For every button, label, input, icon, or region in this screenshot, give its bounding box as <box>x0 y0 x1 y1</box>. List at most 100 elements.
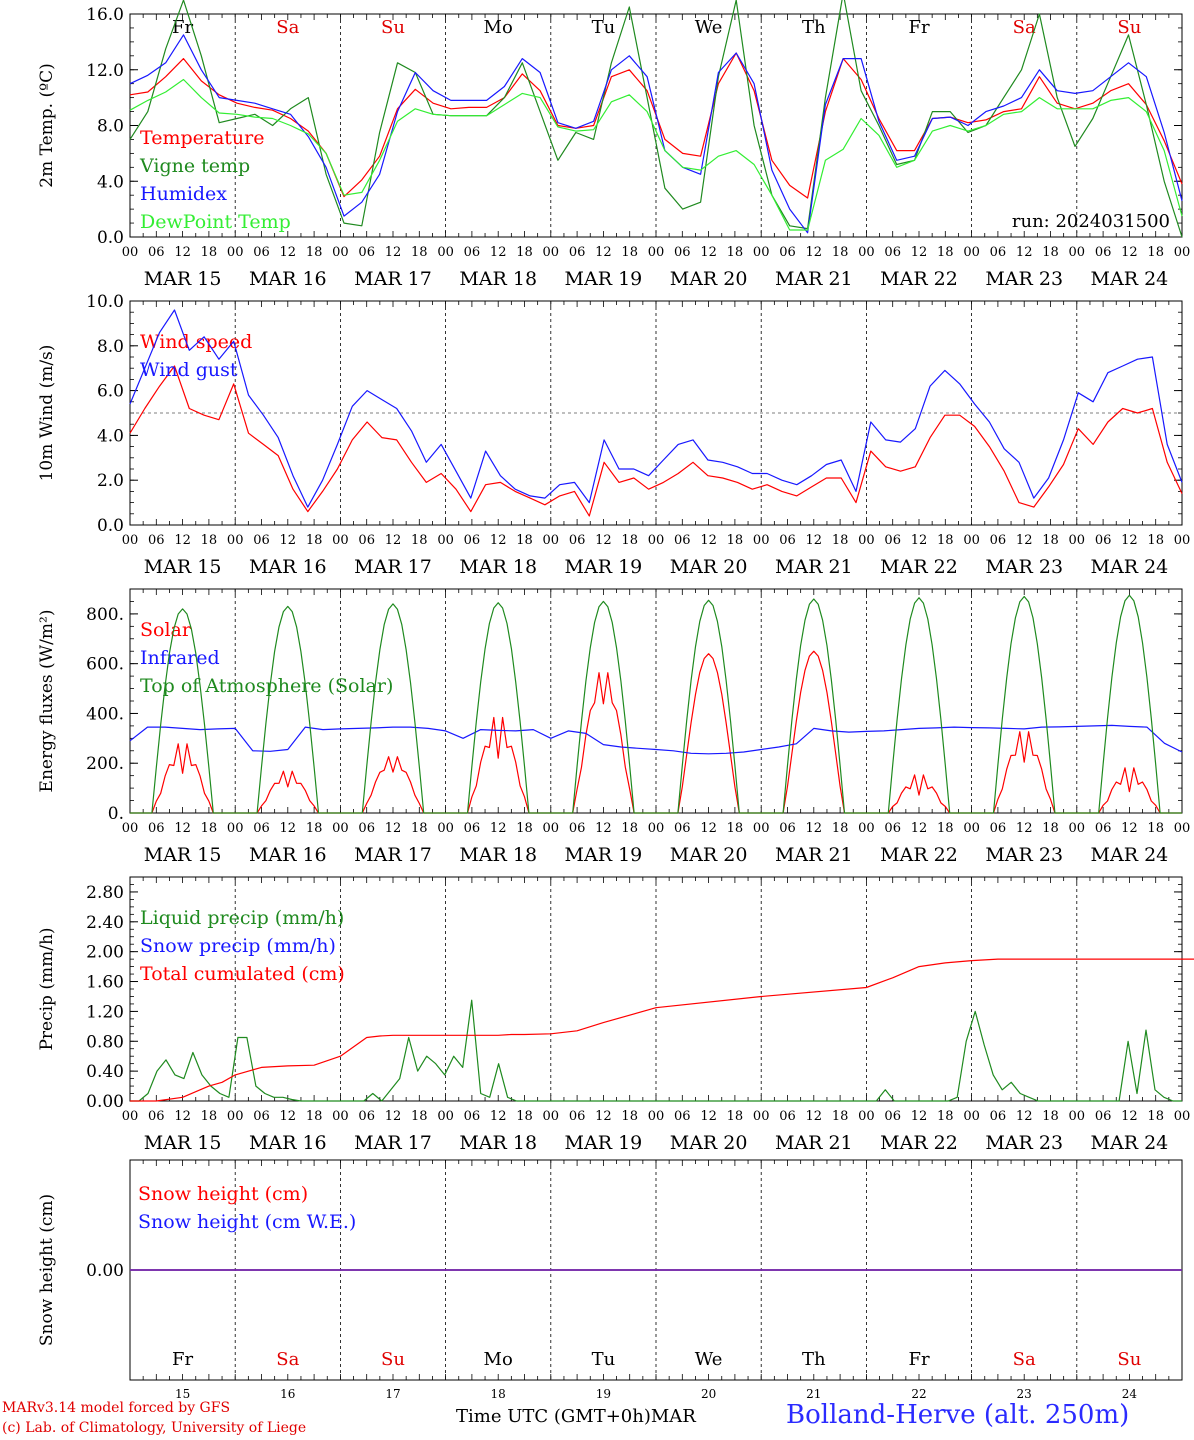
weekday-label-bottom: Su <box>381 1349 405 1370</box>
wind-hour-label: 12 <box>595 533 612 548</box>
weekday-label-bottom: We <box>695 1349 723 1370</box>
temp-hour-label: 06 <box>148 245 165 260</box>
wind-date-label: MAR 15 <box>144 556 222 578</box>
energy-hour-label: 00 <box>963 821 980 836</box>
precip-hour-label: 12 <box>280 1109 297 1124</box>
temp-hour-label: 18 <box>1147 245 1164 260</box>
run-annotation: run: 2024031500 <box>1012 211 1170 232</box>
energy-y-axis-label: Energy fluxes (W/m²) <box>37 610 57 793</box>
precip-y-tick-label: 1.20 <box>86 1002 124 1022</box>
energy-series-infrared <box>129 724 1183 755</box>
energy-hour-label: 18 <box>306 821 323 836</box>
weekday-label-top: Sa <box>1013 17 1036 38</box>
wind-hour-label: 00 <box>648 533 665 548</box>
wind-date-label: MAR 16 <box>249 556 327 578</box>
wind-hour-label: 12 <box>490 533 507 548</box>
wind-hour-label: 00 <box>332 533 349 548</box>
precip-hour-label: 12 <box>490 1109 507 1124</box>
energy-hour-label: 06 <box>464 821 481 836</box>
energy-hour-label: 18 <box>621 821 638 836</box>
temp-date-label: MAR 24 <box>1091 268 1169 290</box>
snow-legend-snow-height-cm-w-e-: Snow height (cm W.E.) <box>138 1211 356 1233</box>
temp-legend-temperature: Temperature <box>140 127 264 149</box>
temp-hour-label: 00 <box>437 245 454 260</box>
day-number-label: 18 <box>491 1387 506 1401</box>
wind-hour-label: 06 <box>674 533 691 548</box>
weekday-label-top: Su <box>1117 17 1141 38</box>
energy-hour-label: 12 <box>174 821 191 836</box>
temp-hour-label: 06 <box>674 245 691 260</box>
wind-series-wind-speed <box>129 365 1183 517</box>
weekday-label-bottom: Mo <box>484 1349 513 1370</box>
precip-legend-total-cumulated-cm-: Total cumulated (cm) <box>140 963 345 985</box>
energy-hour-label: 00 <box>332 821 349 836</box>
energy-hour-label: 00 <box>753 821 770 836</box>
precip-hour-label: 12 <box>174 1109 191 1124</box>
precip-hour-label: 12 <box>806 1109 823 1124</box>
precip-hour-label: 00 <box>1174 1109 1191 1124</box>
wind-hour-label: 00 <box>227 533 244 548</box>
precip-hour-label: 18 <box>516 1109 533 1124</box>
weekday-label-top: Sa <box>276 17 299 38</box>
temp-hour-label: 06 <box>990 245 1007 260</box>
temp-legend-dewpoint-temp: DewPoint Temp <box>140 211 291 233</box>
temp-y-tick-label: 0.0 <box>97 228 124 248</box>
temp-hour-label: 00 <box>963 245 980 260</box>
precip-y-tick-label: 1.60 <box>86 973 124 993</box>
temp-y-tick-label: 16.0 <box>86 5 124 25</box>
weekday-label-bottom: Sa <box>276 1349 299 1370</box>
precip-date-label: MAR 24 <box>1091 1132 1169 1154</box>
wind-hour-label: 06 <box>253 533 270 548</box>
precip-date-label: MAR 18 <box>459 1132 537 1154</box>
temp-hour-label: 12 <box>595 245 612 260</box>
temp-hour-label: 12 <box>1121 245 1138 260</box>
precip-hour-label: 18 <box>832 1109 849 1124</box>
wind-hour-label: 18 <box>516 533 533 548</box>
station-name: Bolland-Herve (alt. 250m) <box>786 1400 1130 1430</box>
temp-hour-label: 18 <box>937 245 954 260</box>
temp-hour-label: 00 <box>1069 245 1086 260</box>
energy-hour-label: 06 <box>358 821 375 836</box>
temp-hour-label: 06 <box>779 245 796 260</box>
wind-y-tick-label: 10.0 <box>86 292 124 312</box>
weekday-label-top: Th <box>802 17 826 38</box>
precip-legend-liquid-precip-mm-h-: Liquid precip (mm/h) <box>140 907 344 929</box>
wind-date-label: MAR 23 <box>985 556 1063 578</box>
temp-y-tick-label: 12.0 <box>86 61 124 81</box>
wind-hour-label: 12 <box>280 533 297 548</box>
energy-y-tick-label: 600. <box>86 655 124 675</box>
precip-legend-snow-precip-mm-h-: Snow precip (mm/h) <box>140 935 336 957</box>
energy-hour-label: 12 <box>911 821 928 836</box>
precip-hour-label: 00 <box>543 1109 560 1124</box>
energy-hour-label: 00 <box>437 821 454 836</box>
precip-hour-label: 12 <box>595 1109 612 1124</box>
precip-hour-label: 18 <box>1147 1109 1164 1124</box>
precip-series-total-cumulated-cm- <box>130 958 1194 1102</box>
wind-hour-label: 00 <box>1069 533 1086 548</box>
weekday-label-bottom: Su <box>1117 1349 1141 1370</box>
wind-hour-label: 06 <box>884 533 901 548</box>
temp-hour-label: 12 <box>806 245 823 260</box>
precip-date-label: MAR 19 <box>565 1132 643 1154</box>
precip-y-tick-label: 0.80 <box>86 1032 124 1052</box>
precip-hour-label: 18 <box>201 1109 218 1124</box>
energy-hour-label: 06 <box>884 821 901 836</box>
temp-date-label: MAR 18 <box>459 268 537 290</box>
weekday-label-bottom: Fr <box>172 1349 193 1370</box>
temp-y-tick-label: 8.0 <box>97 117 124 137</box>
energy-hour-label: 12 <box>490 821 507 836</box>
energy-hour-label: 18 <box>201 821 218 836</box>
temp-hour-label: 18 <box>516 245 533 260</box>
wind-hour-label: 12 <box>1121 533 1138 548</box>
snow-y-axis-label: Snow height (cm) <box>37 1194 57 1346</box>
temp-hour-label: 12 <box>911 245 928 260</box>
temp-hour-label: 12 <box>385 245 402 260</box>
day-number-label: 16 <box>280 1387 295 1401</box>
energy-hour-label: 18 <box>411 821 428 836</box>
wind-hour-label: 06 <box>990 533 1007 548</box>
wind-date-label: MAR 19 <box>565 556 643 578</box>
temp-hour-label: 18 <box>727 245 744 260</box>
precip-date-label: MAR 22 <box>880 1132 958 1154</box>
temp-hour-label: 18 <box>201 245 218 260</box>
energy-date-label: MAR 19 <box>565 844 643 866</box>
